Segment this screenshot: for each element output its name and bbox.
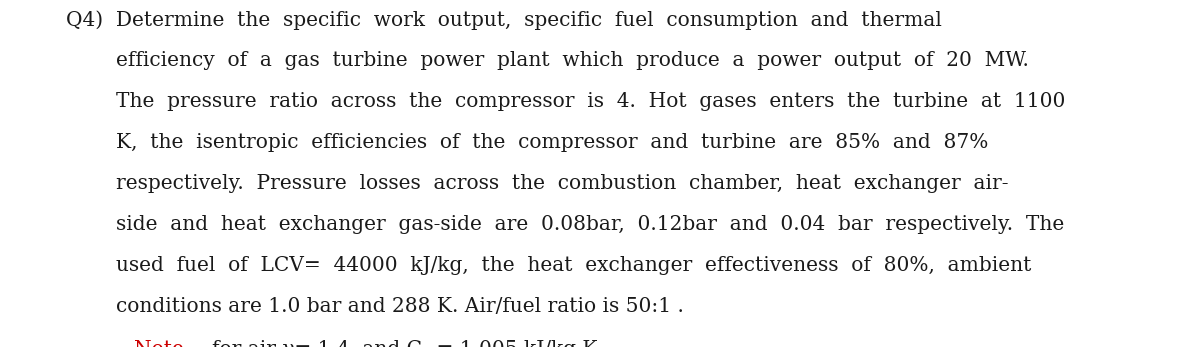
Text: used  fuel  of  LCV=  44000  kJ/kg,  the  heat  exchanger  effectiveness  of  80: used fuel of LCV= 44000 kJ/kg, the heat … [116, 256, 1032, 275]
Text: for air γ= 1.4  and Cₚ = 1.005 kJ/kg.K: for air γ= 1.4 and Cₚ = 1.005 kJ/kg.K [212, 340, 598, 347]
Text: Note: Note [134, 340, 185, 347]
Text: Q4)  Determine  the  specific  work  output,  specific  fuel  consumption  and  : Q4) Determine the specific work output, … [66, 10, 942, 30]
Text: side  and  heat  exchanger  gas-side  are  0.08bar,  0.12bar  and  0.04  bar  re: side and heat exchanger gas-side are 0.0… [116, 215, 1064, 234]
Text: efficiency  of  a  gas  turbine  power  plant  which  produce  a  power  output : efficiency of a gas turbine power plant … [116, 51, 1030, 70]
Text: conditions are 1.0 bar and 288 K. Air/fuel ratio is 50:1 .: conditions are 1.0 bar and 288 K. Air/fu… [116, 297, 684, 316]
Text: The  pressure  ratio  across  the  compressor  is  4.  Hot  gases  enters  the  : The pressure ratio across the compressor… [116, 92, 1066, 111]
Text: K,  the  isentropic  efficiencies  of  the  compressor  and  turbine  are  85%  : K, the isentropic efficiencies of the co… [116, 133, 989, 152]
Text: respectively.  Pressure  losses  across  the  combustion  chamber,  heat  exchan: respectively. Pressure losses across the… [116, 174, 1009, 193]
